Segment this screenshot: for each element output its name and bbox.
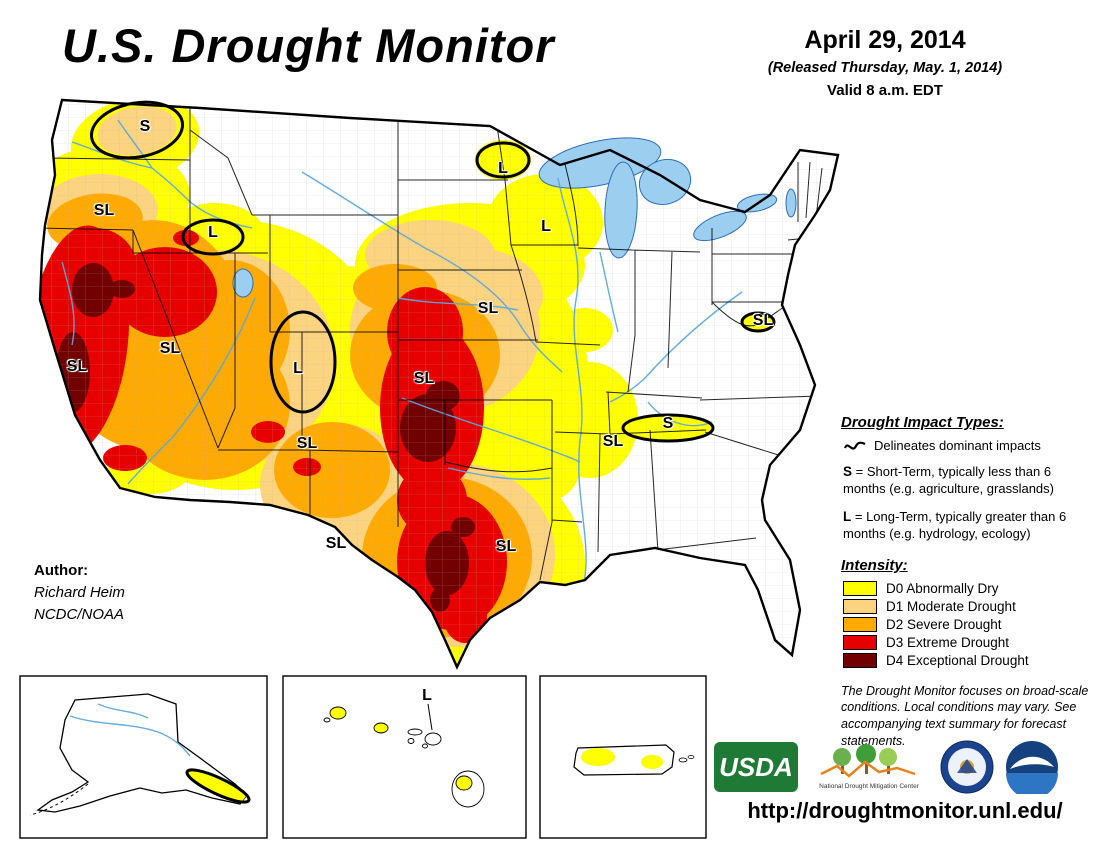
legend-item-d3: D3 Extreme Drought	[843, 634, 1097, 650]
page-title: U.S. Drought Monitor	[62, 19, 555, 72]
short-term-definition: S = Short-Term, typically less than 6 mo…	[843, 463, 1097, 498]
state-borders	[40, 104, 827, 581]
puerto-rico-inset-map	[539, 675, 707, 839]
d3-swatch	[843, 634, 877, 650]
usda-logo: USDA	[714, 742, 798, 792]
legend-item-d2: D2 Severe Drought	[843, 616, 1097, 632]
delineates-label: Delineates dominant impacts	[874, 438, 1041, 453]
legend-item-d1: D1 Moderate Drought	[843, 598, 1097, 614]
legend-item-d4: D4 Exceptional Drought	[843, 652, 1097, 668]
monitor-url[interactable]: http://droughtmonitor.unl.edu/	[747, 798, 1063, 823]
short-term-key: S	[843, 464, 853, 479]
d4-label: D4 Exceptional Drought	[886, 652, 1029, 668]
d0-swatch	[843, 580, 877, 596]
ndmc-caption: National Drought Mitigation Center	[819, 783, 919, 790]
squiggle-icon	[843, 441, 866, 450]
hawaii-label-leader-line	[427, 703, 433, 731]
author-name: Richard Heim	[34, 583, 125, 601]
hawaii-inset-map	[282, 675, 527, 839]
disclaimer-text: The Drought Monitor focuses on broad-sca…	[841, 683, 1089, 749]
d2-swatch	[843, 616, 877, 632]
release-date: (Released Thursday, May. 1, 2014)	[767, 60, 1003, 76]
d2-label: D2 Severe Drought	[886, 616, 1002, 632]
county-lines-texture	[40, 100, 838, 667]
long-term-key: L	[843, 508, 852, 524]
intensity-heading: Intensity:	[841, 556, 908, 574]
short-term-text: = Short-Term, typically less than 6 mont…	[843, 464, 1054, 496]
valid-time: Valid 8 a.m. EDT	[827, 82, 943, 99]
alaska-inset-map	[19, 675, 268, 839]
author-block: Author: Richard Heim NCDC/NOAA	[34, 560, 125, 625]
legend-item-d0: D0 Abnormally Dry	[843, 580, 1097, 596]
long-term-definition: L = Long-Term, typically greater than 6 …	[843, 508, 1097, 543]
us-border-outline	[38, 98, 840, 670]
d1-label: D1 Moderate Drought	[886, 598, 1016, 614]
logos-row: USDA National Drought Mitigation Center	[714, 740, 1096, 794]
commerce-seal-icon	[940, 740, 994, 794]
ndmc-logo: National Drought Mitigation Center	[809, 744, 929, 790]
long-term-text: = Long-Term, typically greater than 6 mo…	[843, 508, 1067, 541]
report-date-block: April 29, 2014 (Released Thursday, May. …	[715, 26, 1055, 99]
intensity-legend: Intensity: D0 Abnormally Dry D1 Moderate…	[841, 557, 1097, 668]
delineates-row: Delineates dominant impacts	[843, 438, 1097, 453]
author-label: Author:	[34, 562, 89, 579]
d3-label: D3 Extreme Drought	[886, 634, 1010, 650]
impact-delineation-boundaries	[89, 100, 776, 443]
author-org: NCDC/NOAA	[34, 605, 125, 623]
d1-swatch	[843, 598, 877, 614]
d0-label: D0 Abnormally Dry	[886, 580, 999, 596]
ndmc-trees-icon	[820, 744, 916, 778]
impact-types-heading: Drought Impact Types:	[841, 414, 1004, 431]
noaa-logo-icon	[1006, 741, 1058, 794]
report-date: April 29, 2014	[804, 26, 966, 54]
legend-panel: Drought Impact Types: Delineates dominan…	[841, 414, 1097, 750]
d4-swatch	[843, 652, 877, 668]
